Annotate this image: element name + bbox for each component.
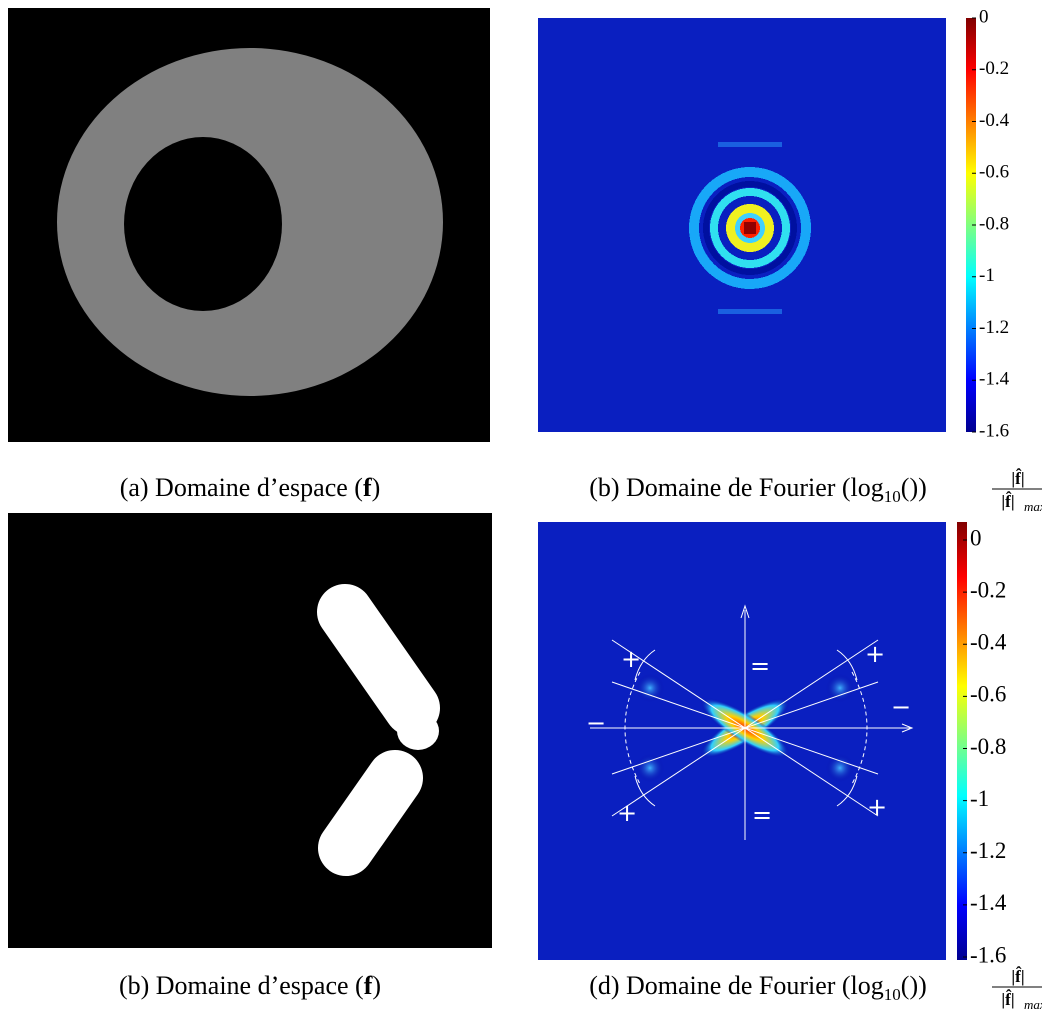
colorbar-label: 0 [970,525,982,550]
caption-part: ) [372,971,381,1000]
annotation: + [621,645,641,673]
fraction-denominator: |f̂| [1001,492,1014,511]
colorbar-label: -0.8 [970,734,1006,759]
annotation: + [867,793,887,821]
caption: (b) Domaine de Fourier (log10()) [589,473,927,506]
caption-part: ( [901,473,910,502]
caption-part: ) [372,473,381,502]
colorbar-label: -1.4 [970,890,1007,915]
caption-part: (b) Domaine de Fourier (log [589,473,884,502]
colorbar-label: -1.2 [970,838,1006,863]
colorbar-label: -0.4 [979,110,1010,131]
caption-part: 10 [884,985,901,1004]
annotation: = [752,801,772,829]
colorbar-label: -0.8 [979,213,1009,234]
panel-b [538,18,976,432]
caption: (d) Domaine de Fourier (log10()) [589,971,927,1004]
caption-part: 10 [884,487,901,506]
colorbar-label: -1.6 [970,942,1006,967]
fraction-subscript: max [1024,997,1042,1012]
colorbar-label: -0.2 [979,58,1009,79]
fraction-numerator: |f̂| [1011,967,1024,986]
colorbar-label: 0 [979,6,989,27]
caption-part: (b) Domaine d’espace ( [119,971,364,1000]
annotation: − [586,709,606,737]
caption-part: ( [901,971,910,1000]
colorbar-label: -0.6 [970,682,1006,707]
caption: (b) Domaine d’espace (f) [119,971,381,1000]
colorbar-label: -0.6 [979,162,1009,183]
panel-c [8,513,492,948]
annotation: + [865,640,885,668]
caption-part: )) [909,473,926,502]
caption-part: )) [909,971,926,1000]
caption-part: (d) Domaine de Fourier (log [589,971,884,1000]
colorbar-label: -1.2 [979,317,1009,338]
colorbar-label: -0.2 [970,577,1006,602]
fraction-subscript: max [1024,499,1042,514]
colorbar-label: -0.4 [970,630,1007,655]
colorbar-label: -1.4 [979,369,1010,390]
caption-part: (a) Domaine d’espace ( [120,473,363,502]
panel-a [8,8,490,442]
colorbar-label: -1 [979,265,995,286]
annotation: + [617,799,637,827]
colorbar-label: -1 [970,786,989,811]
colorbar-label: -1.6 [979,420,1009,441]
annotation: − [891,693,911,721]
caption: (a) Domaine d’espace (f) [120,473,381,502]
annotation: = [750,652,770,680]
fraction-denominator: |f̂| [1001,990,1014,1009]
caption-part: f [363,473,372,502]
fraction-numerator: |f̂| [1011,469,1024,488]
caption-part: f [364,971,373,1000]
panel-d: + ++ +−−== [538,522,967,960]
